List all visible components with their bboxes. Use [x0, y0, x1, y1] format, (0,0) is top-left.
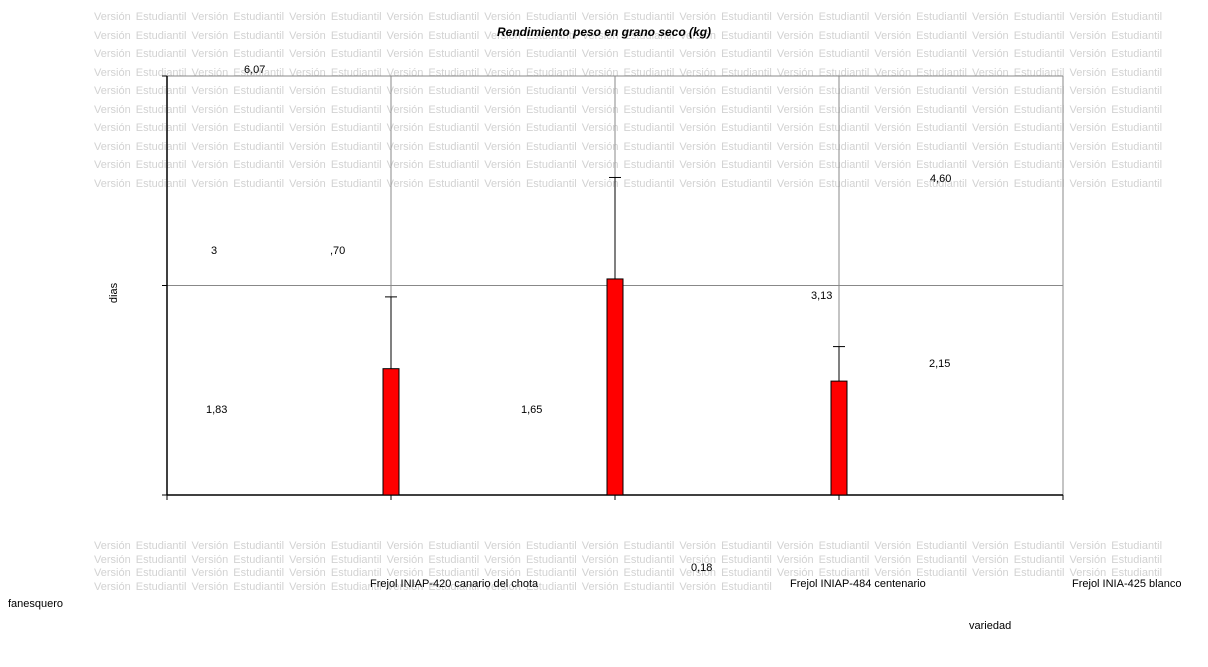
- annotation-1-83: 1,83: [206, 404, 228, 416]
- chart-title: Rendimiento peso en grano seco (kg): [496, 25, 712, 39]
- bars: [382, 278, 848, 496]
- annotation-0-18: 0,18: [691, 562, 713, 574]
- x-axis-label: variedad: [969, 620, 1012, 632]
- x-tick-label-3-line2: fanesquero: [8, 598, 64, 610]
- error-bars: [385, 176, 845, 382]
- annotation-3: 3: [211, 245, 218, 257]
- annotation-4-60: 4,60: [930, 173, 952, 185]
- bar-1: [382, 368, 400, 496]
- watermark-background: Versión Estudiantil Versión Estudiantil …: [94, 11, 1163, 190]
- x-tick-label-3-line1: Frejol INIA-425 blanco: [1072, 578, 1182, 590]
- annotation-axis-max: 6,07: [244, 64, 266, 76]
- bar-3: [830, 380, 848, 496]
- annotation-1-65: 1,65: [521, 404, 543, 416]
- x-tick-label-1: Frejol INIAP-420 canario del chota: [370, 578, 539, 590]
- x-tick-label-2: Frejol INIAP-484 centenario: [790, 578, 926, 590]
- watermark-background-lower: Versión Estudiantil Versión Estudiantil …: [94, 540, 1163, 593]
- annotation-2-15: 2,15: [929, 358, 951, 370]
- y-axis-label: dias: [108, 282, 121, 304]
- annotation-3-13: 3,13: [811, 290, 833, 302]
- annotation-70: ,70: [330, 245, 346, 257]
- bar-2: [606, 278, 624, 496]
